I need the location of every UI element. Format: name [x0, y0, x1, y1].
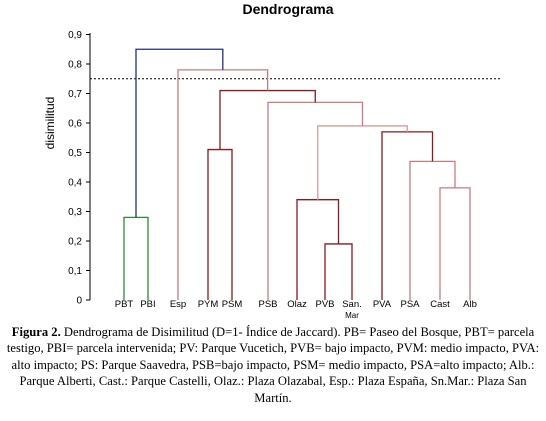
figure-caption: Figura 2. Dendrograma de Disimilitud (D=… — [6, 324, 540, 406]
caption-label: Figura 2. — [11, 325, 61, 339]
leaf-label: Alb — [463, 299, 477, 310]
leaf-label: PSA — [400, 299, 420, 310]
leaf-label: PYM — [198, 299, 219, 310]
dendrogram-links — [123, 48, 471, 300]
leaf-label: Olaz — [287, 299, 307, 310]
leaf-label: PBT — [115, 299, 134, 310]
leaf-label: PVB — [315, 299, 334, 310]
leaf-label: PSB — [258, 299, 277, 310]
y-tick-label: 0,4 — [68, 178, 82, 189]
y-axis-ticks: 0 0,1 0,2 0,3 0,4 0,5 0,6 0,7 0,8 0,9 — [68, 30, 90, 307]
dendrogram-link — [381, 131, 434, 300]
dendrogram-link — [135, 48, 224, 218]
leaf-labels: PBT PBI Esp PYM PSM PSB Olaz PVB San. Mar PVA PSA Ca… — [115, 299, 477, 320]
leaf-label: PSM — [222, 299, 243, 310]
caption-text: Dendrograma de Disimilitud (D=1- Índice … — [6, 325, 540, 405]
leaf-label: San. Mar — [342, 299, 362, 320]
y-tick-label: 0,9 — [68, 30, 82, 41]
dendrogram-link — [207, 148, 233, 300]
y-tick-label: 0,6 — [68, 119, 82, 130]
y-tick-label: 0,2 — [68, 237, 82, 248]
dendrogram-link — [439, 187, 471, 300]
dendrogram-link — [324, 243, 353, 300]
leaf-label: Esp — [170, 299, 186, 310]
leaf-label: PBI — [140, 299, 155, 310]
dendrogram-link — [123, 216, 149, 300]
chart-title: Dendrograma — [242, 1, 333, 17]
dendrogram-link — [267, 101, 364, 300]
dendrogram-link — [409, 160, 456, 300]
dendrogram-link — [317, 125, 408, 200]
y-axis-label: disimilitud — [43, 97, 57, 150]
dendrogram-link — [296, 199, 340, 300]
y-tick-label: 0 — [76, 296, 82, 307]
y-tick-label: 0,8 — [68, 60, 82, 71]
dendrogram-figure: Dendrograma 0 0,1 0,2 0,3 0,4 0,5 0,6 0,7 0,8 0,9… — [43, 1, 500, 320]
y-tick-label: 0,7 — [68, 89, 82, 100]
y-tick-label: 0,3 — [68, 207, 82, 218]
y-tick-label: 0,1 — [68, 266, 82, 277]
dendrogram-link — [177, 69, 269, 300]
leaf-label: PVA — [373, 299, 392, 310]
y-tick-label: 0,5 — [68, 148, 82, 159]
leaf-label: Cast — [430, 299, 450, 310]
